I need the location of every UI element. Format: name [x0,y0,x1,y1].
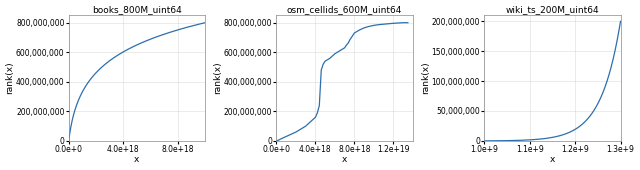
X-axis label: x: x [342,155,348,164]
Y-axis label: rank(x): rank(x) [6,62,15,94]
Title: books_800M_uint64: books_800M_uint64 [92,6,182,15]
Y-axis label: rank(x): rank(x) [213,62,222,94]
X-axis label: x: x [134,155,140,164]
Y-axis label: rank(x): rank(x) [421,62,430,94]
X-axis label: x: x [550,155,555,164]
Title: osm_cellids_600M_uint64: osm_cellids_600M_uint64 [287,6,403,15]
Title: wiki_ts_200M_uint64: wiki_ts_200M_uint64 [506,6,599,15]
